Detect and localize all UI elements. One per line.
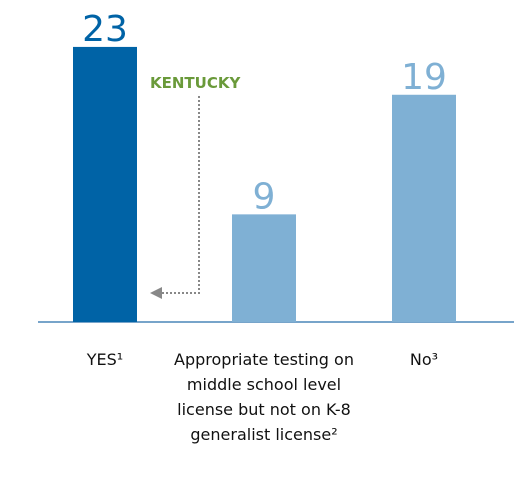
value-label: 9 [253,176,276,217]
value-label: 23 [82,9,128,50]
value-label: 19 [401,57,447,98]
bar [232,214,296,322]
bar [392,94,456,322]
arrow-head [150,287,162,299]
category-label: No³ [409,350,439,369]
bar [73,46,137,323]
category-label: YES¹ [86,350,124,369]
annotation-arrow [162,96,200,294]
annotation: KENTUCKY [150,74,241,92]
category-label: Appropriate testing on middle school lev… [174,350,354,444]
